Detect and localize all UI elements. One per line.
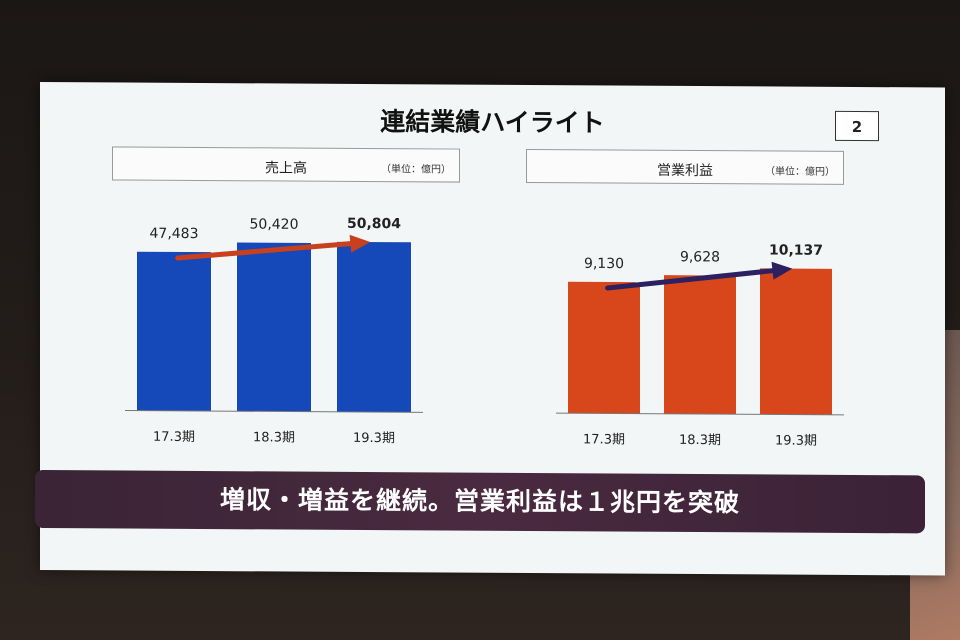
profit-bar-chart: 9,130 17.3期 9,628 18.3期 10,137 19.3期 xyxy=(556,242,844,449)
category-label-1-2: 19.3期 xyxy=(775,433,817,448)
slide-title: 連結業績ハイライト xyxy=(380,107,605,138)
trend-arrow-0 xyxy=(175,241,353,261)
trend-arrow-1 xyxy=(605,268,776,291)
baseline-0 xyxy=(125,410,423,413)
bar-1-0 xyxy=(568,281,640,414)
page-number: 2 xyxy=(835,110,879,142)
revenue-bar-chart: 47,483 17.3期 50,420 18.3期 50,804 19.3期 xyxy=(125,216,423,446)
bar-0-2 xyxy=(337,241,411,413)
baseline-1 xyxy=(556,412,844,416)
value-label-0-0: 47,483 xyxy=(150,226,199,242)
value-label-1-1: 9,628 xyxy=(680,249,720,265)
category-label-0-2: 19.3期 xyxy=(353,431,395,446)
value-label-0-2: 50,804 xyxy=(347,216,401,232)
value-label-1-2: 10,137 xyxy=(769,242,823,258)
value-label-1-0: 9,130 xyxy=(584,256,624,272)
bar-1-2 xyxy=(760,268,832,415)
profit-chart-unit: （単位：億円） xyxy=(765,166,835,178)
profit-chart-header: 営業利益 （単位：億円） xyxy=(526,148,844,185)
category-label-0-0: 17.3期 xyxy=(153,430,195,445)
bar-0-0 xyxy=(137,251,211,412)
category-label-0-1: 18.3期 xyxy=(253,430,295,445)
bar-1-1 xyxy=(664,275,736,415)
category-label-1-0: 17.3期 xyxy=(583,432,625,447)
trend-arrowhead-1 xyxy=(771,261,793,280)
summary-banner: 増収・増益を継続。営業利益は１兆円を突破 xyxy=(35,469,925,534)
revenue-chart-header: 売上高 （単位：億円） xyxy=(112,146,460,183)
bar-0-1 xyxy=(237,242,311,412)
category-label-1-1: 18.3期 xyxy=(679,433,721,448)
trend-arrowhead-0 xyxy=(349,234,371,253)
value-label-0-1: 50,420 xyxy=(250,217,299,233)
presentation-slide: 連結業績ハイライト 2 売上高 （単位：億円） 47,483 17.3期 50,42… xyxy=(35,82,945,576)
revenue-chart-unit: （単位：億円） xyxy=(381,164,451,176)
